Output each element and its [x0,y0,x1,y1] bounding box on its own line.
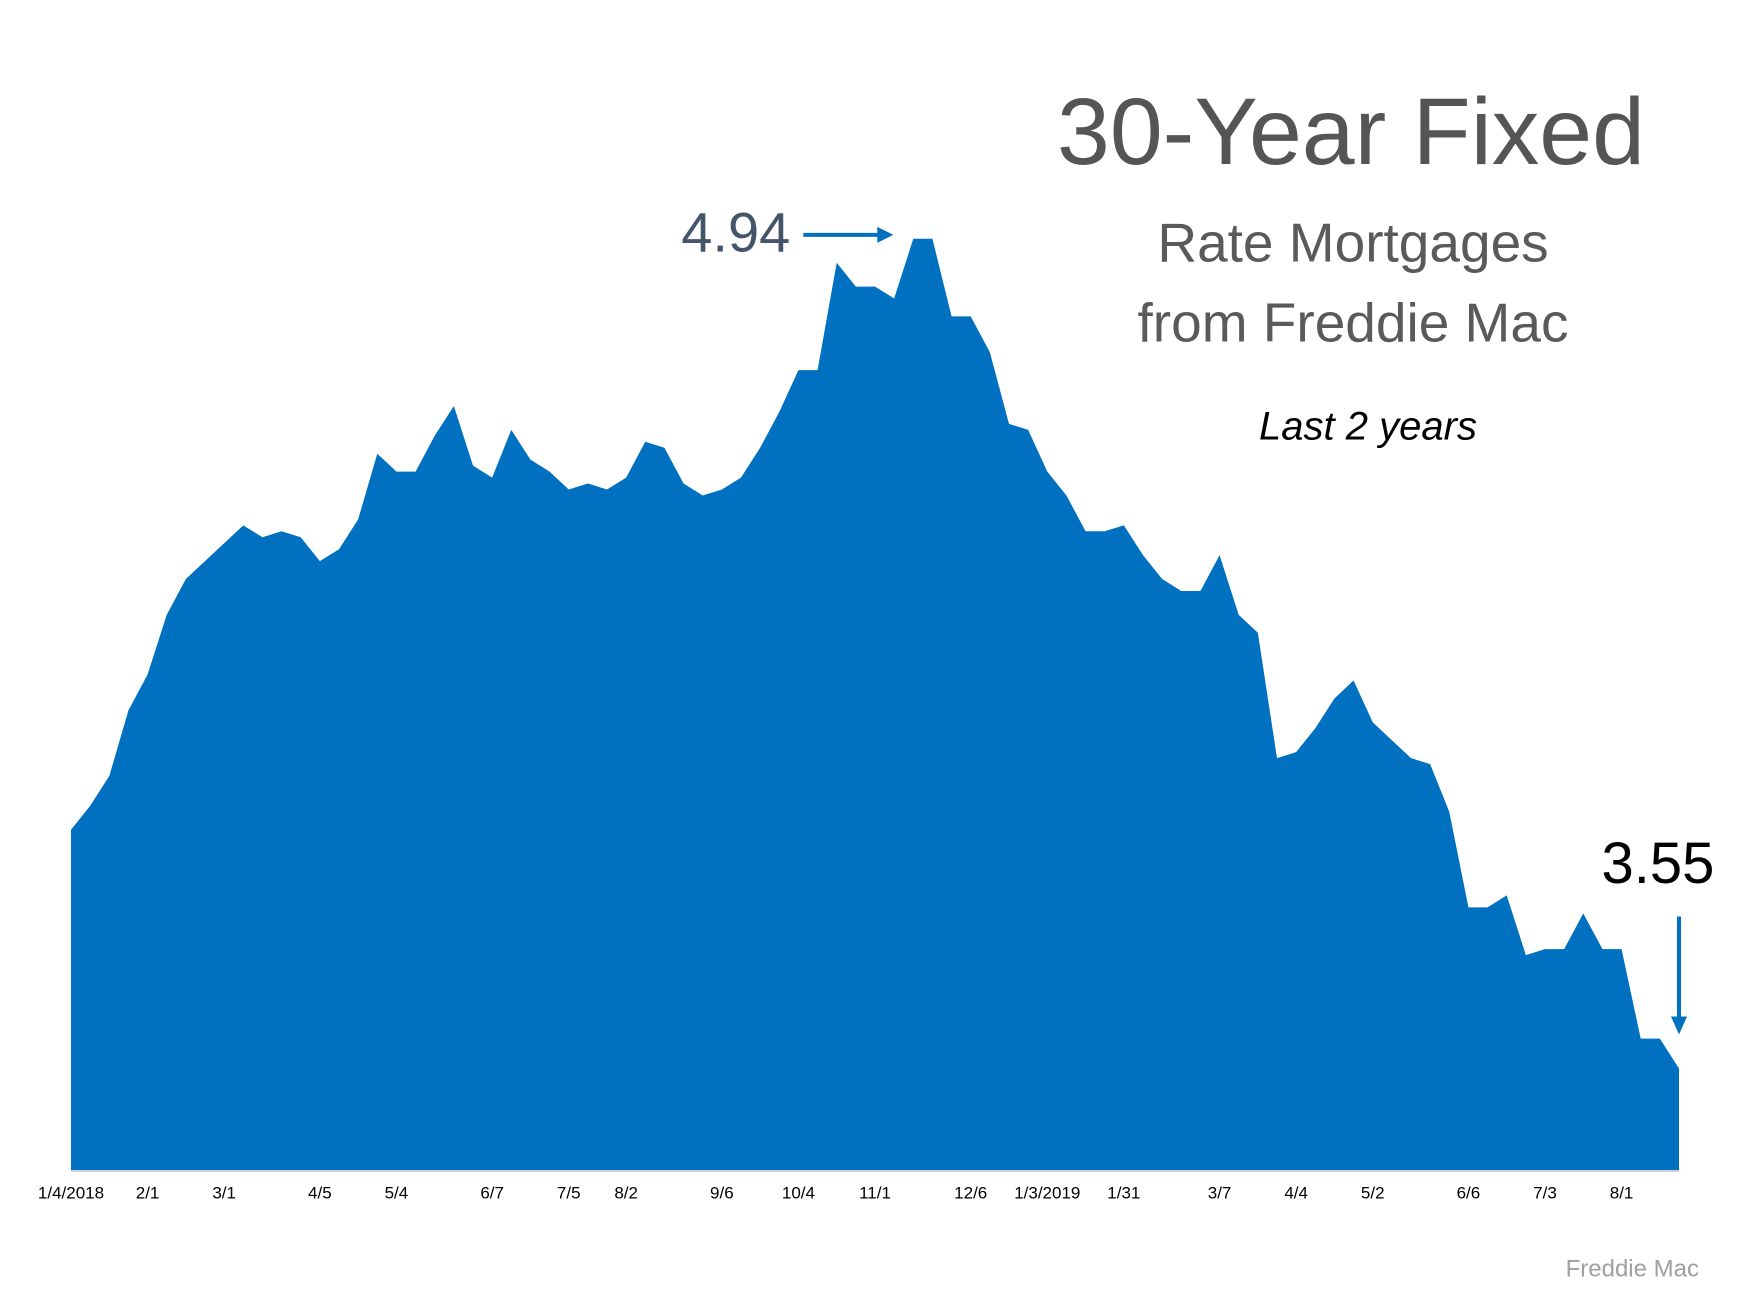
chart-note: Last 2 years [1259,405,1477,449]
chart-title: 30-Year Fixed [1057,79,1645,185]
peak-label: 4.94 [681,201,790,264]
x-tick-label: 4/4 [1284,1183,1308,1202]
x-tick-label: 1/3/2019 [1014,1183,1080,1202]
x-tick-label: 10/4 [782,1183,815,1202]
x-tick-label: 7/3 [1533,1183,1557,1202]
x-tick-label: 7/5 [557,1183,581,1202]
x-tick-label: 3/7 [1208,1183,1232,1202]
x-tick-label: 3/1 [212,1183,236,1202]
x-tick-label: 4/5 [308,1183,332,1202]
last-label: 3.55 [1602,831,1715,896]
x-tick-label: 1/4/2018 [38,1183,104,1202]
x-tick-label: 11/1 [859,1183,891,1202]
source: Freddie Mac [1566,1255,1699,1282]
x-tick-label: 5/2 [1361,1183,1385,1202]
x-tick-label: 8/2 [614,1183,638,1202]
x-tick-label: 9/6 [710,1183,734,1202]
x-tick-label: 6/6 [1457,1183,1481,1202]
last-arrowhead [1671,1016,1687,1035]
chart-subtitle: from Freddie Mac [1138,292,1569,354]
x-tick-label: 1/31 [1107,1183,1140,1202]
x-tick-label: 5/4 [385,1183,409,1202]
x-tick-label: 8/1 [1610,1183,1634,1202]
peak-arrowhead [877,226,894,243]
area [71,238,1679,1170]
x-tick-label: 6/7 [480,1183,504,1202]
x-tick-label: 2/1 [136,1183,160,1202]
x-tick-label: 12/6 [954,1183,987,1202]
chart-subtitle: Rate Mortgages [1157,212,1548,274]
